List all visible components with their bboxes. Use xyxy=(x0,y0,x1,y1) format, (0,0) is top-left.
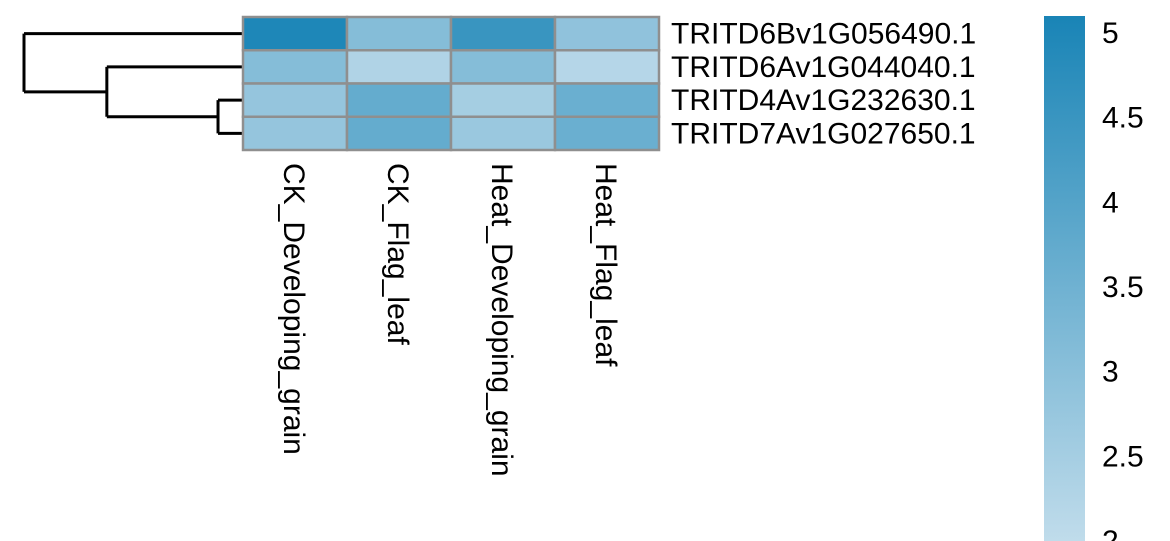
legend-tick-label: 4 xyxy=(1102,186,1119,219)
heatmap-cell-r3-c4 xyxy=(553,82,661,118)
row-label: TRITD4Av1G232630.1 xyxy=(671,84,976,117)
column-label: CK_Flag_leaf xyxy=(381,163,414,345)
heatmap-cell-r4-c1 xyxy=(241,115,349,152)
legend-tick-label: 2.5 xyxy=(1102,440,1144,473)
row-labels: TRITD6Bv1G056490.1TRITD6Av1G044040.1TRIT… xyxy=(671,18,976,151)
heatmap-cell-r1-c4 xyxy=(553,15,661,52)
column-label: Heat_Developing_grain xyxy=(485,163,518,477)
heatmap-cell-r1-c2 xyxy=(345,15,453,52)
heatmap-cell-r2-c4 xyxy=(553,49,661,85)
row-dendrogram xyxy=(22,32,242,135)
heatmap-cell-r4-c2 xyxy=(345,115,453,152)
row-label: TRITD7Av1G027650.1 xyxy=(671,117,976,150)
heatmap-cells xyxy=(241,15,661,152)
legend-tick-label: 5 xyxy=(1102,17,1119,50)
heatmap-cell-r3-c1 xyxy=(241,82,349,118)
column-labels: CK_Developing_grain CK_Flag_leaf Heat_Deve… xyxy=(277,163,622,477)
color-legend: 5 4.5 4 3.5 3 2.5 2 xyxy=(1044,16,1144,541)
row-label: TRITD6Av1G044040.1 xyxy=(671,51,976,84)
heatmap-cell-r3-c3 xyxy=(449,82,557,118)
legend-tick-label: 4.5 xyxy=(1102,102,1144,135)
legend-color-bar xyxy=(1044,16,1085,541)
legend-tick-label: 3 xyxy=(1102,356,1119,389)
heatmap-cell-r2-c2 xyxy=(345,49,453,85)
legend-tick-label: 3.5 xyxy=(1102,271,1144,304)
heatmap-cell-r4-c4 xyxy=(553,115,661,152)
heatmap-cell-r2-c3 xyxy=(449,49,557,85)
heatmap-cell-r1-c3 xyxy=(449,15,557,52)
heatmap-cell-r2-c1 xyxy=(241,49,349,85)
legend-tick-label: 2 xyxy=(1102,525,1119,541)
heatmap-cell-r4-c3 xyxy=(449,115,557,152)
heatmap-cell-r1-c1 xyxy=(241,15,349,52)
heatmap-cell-r3-c2 xyxy=(345,82,453,118)
column-label: CK_Developing_grain xyxy=(277,163,310,455)
column-label: Heat_Flag_leaf xyxy=(589,163,622,367)
row-label: TRITD6Bv1G056490.1 xyxy=(671,18,976,51)
